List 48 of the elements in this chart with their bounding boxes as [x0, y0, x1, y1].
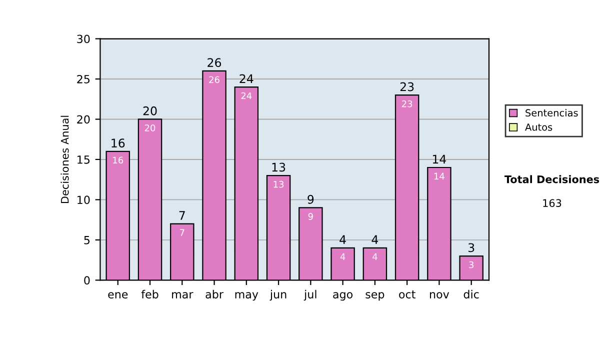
total-label: 3: [468, 243, 474, 252]
y-tick-label: 15: [78, 156, 90, 164]
total-label: 7: [179, 211, 185, 220]
y-tick-label: 5: [84, 236, 90, 244]
x-tick-label: oct: [399, 290, 416, 298]
total-label: 9: [308, 194, 314, 204]
total-label: 4: [372, 235, 378, 244]
data-label: 3: [469, 261, 474, 268]
x-tick-label: sep: [366, 292, 384, 301]
total-label: 20: [143, 106, 157, 116]
x-tick-label: ene: [108, 292, 128, 298]
data-label: 20: [144, 124, 156, 132]
data-label: 7: [180, 229, 184, 236]
total-label: 26: [208, 58, 222, 68]
legend-label: Autos: [525, 124, 552, 131]
y-tick-label: 0: [84, 276, 90, 285]
data-label: 23: [402, 100, 412, 108]
text: Total Decisiones: [504, 175, 600, 184]
x-tick-label: abr: [206, 290, 224, 298]
x-tick-label: nov: [430, 292, 450, 298]
x-tick-label: feb: [141, 290, 158, 298]
y-tick-label: 10: [78, 196, 90, 204]
data-label: 16: [113, 156, 124, 164]
data-label: 4: [340, 253, 346, 260]
total-label: 24: [240, 74, 254, 83]
text: 163: [543, 199, 562, 208]
data-label: 9: [308, 213, 313, 220]
data-label: 14: [434, 172, 444, 180]
y-tick-label: 25: [77, 74, 90, 84]
x-tick-label: jul: [304, 290, 316, 301]
x-tick-label: dic: [464, 290, 479, 298]
data-label: 13: [274, 180, 284, 188]
data-label: 26: [209, 76, 220, 84]
x-tick-label: ago: [333, 292, 353, 301]
y-tick-label: 20: [77, 115, 90, 124]
total-label: 16: [112, 138, 125, 148]
total-label: 13: [272, 162, 286, 172]
data-label: 24: [241, 92, 252, 100]
total-label: 4: [340, 235, 346, 244]
total-label: 23: [400, 82, 414, 92]
legend-label: Sentencias: [526, 108, 578, 117]
x-tick-label: jun: [270, 290, 286, 301]
x-tick-label: mar: [172, 292, 194, 298]
data-label: 4: [372, 253, 378, 260]
x-tick-label: may: [235, 292, 258, 301]
y-axis-title: Decisiones Anual: [60, 116, 69, 203]
total-label: 14: [432, 154, 446, 164]
y-tick-label: 30: [77, 34, 90, 44]
